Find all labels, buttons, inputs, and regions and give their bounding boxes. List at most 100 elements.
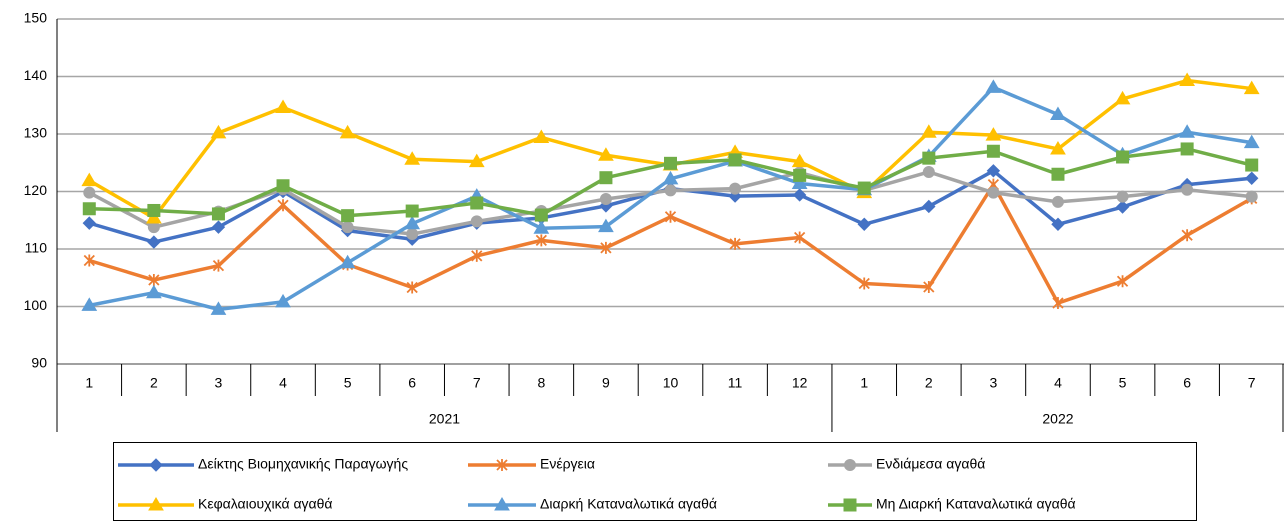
marker — [81, 172, 98, 187]
x-tick-label: 3 — [215, 375, 223, 391]
marker — [922, 165, 935, 178]
marker — [83, 254, 95, 267]
marker — [1180, 142, 1194, 156]
marker — [729, 237, 741, 250]
marker — [405, 204, 419, 218]
marker — [858, 277, 870, 290]
marker — [339, 124, 356, 139]
marker — [277, 199, 289, 212]
x-tick-label: 5 — [1119, 375, 1127, 391]
x-tick-label: 3 — [989, 375, 997, 391]
marker — [923, 280, 935, 293]
marker — [598, 218, 614, 233]
y-tick-label: 140 — [24, 67, 48, 83]
marker — [598, 147, 614, 161]
marker — [1116, 150, 1130, 164]
legend-label: Ενέργεια — [540, 456, 595, 472]
marker — [791, 153, 808, 168]
marker — [1181, 183, 1194, 196]
marker — [985, 127, 1002, 141]
marker — [211, 220, 226, 234]
x-tick-label: 2 — [925, 375, 933, 391]
marker — [212, 259, 225, 272]
marker — [793, 168, 807, 182]
marker — [729, 182, 742, 195]
marker — [1050, 106, 1066, 120]
marker — [1052, 297, 1064, 310]
marker — [986, 144, 1000, 158]
y-tick-label: 100 — [24, 297, 48, 313]
x-tick-label: 5 — [344, 375, 352, 391]
y-tick-label: 150 — [24, 10, 48, 26]
marker — [82, 202, 96, 216]
marker — [1115, 200, 1130, 214]
x-tick-label: 6 — [408, 375, 416, 391]
marker — [1116, 275, 1129, 288]
x-tick-label: 1 — [85, 375, 93, 391]
marker — [1243, 80, 1260, 95]
marker — [404, 151, 421, 165]
marker — [404, 215, 421, 230]
y-tick-label: 90 — [31, 355, 47, 371]
marker — [986, 164, 1001, 178]
marker — [599, 192, 612, 205]
marker — [276, 179, 290, 193]
marker — [147, 203, 161, 217]
marker — [210, 301, 227, 315]
marker — [844, 459, 856, 471]
marker — [339, 254, 356, 269]
marker — [470, 215, 483, 228]
marker — [470, 196, 484, 210]
legend-label: Ενδιάμεσα αγαθά — [876, 456, 985, 472]
marker — [662, 170, 679, 185]
marker — [341, 221, 354, 234]
marker — [857, 181, 871, 195]
marker — [494, 497, 510, 511]
marker — [794, 231, 806, 244]
legend-label: Μη Διαρκή Καταναλωτικά αγαθά — [876, 496, 1076, 512]
marker — [922, 199, 936, 214]
marker — [1051, 167, 1065, 181]
marker — [599, 171, 613, 185]
marker — [149, 458, 163, 472]
x-tick-label: 1 — [860, 375, 868, 391]
marker — [1050, 140, 1066, 155]
marker — [1243, 134, 1260, 149]
marker — [1179, 124, 1196, 138]
x-tick-label: 7 — [1248, 375, 1256, 391]
legend-label: Δείκτης Βιομηχανικής Παραγωγής — [198, 456, 408, 472]
x-tick-label: 12 — [792, 375, 808, 391]
x-tick-label: 4 — [279, 375, 287, 391]
marker — [664, 210, 677, 223]
x-group-label: 2022 — [1042, 411, 1073, 427]
marker — [987, 186, 1000, 199]
y-tick-label: 110 — [25, 240, 48, 256]
marker — [341, 209, 355, 223]
x-tick-label: 4 — [1054, 375, 1062, 391]
marker — [406, 281, 418, 294]
x-tick-label: 11 — [728, 375, 743, 391]
x-tick-label: 9 — [602, 375, 610, 391]
x-tick-label: 6 — [1183, 375, 1191, 391]
marker — [147, 235, 161, 249]
series — [81, 79, 1260, 315]
legend-box — [113, 442, 1197, 521]
marker — [82, 216, 96, 230]
marker — [1245, 190, 1258, 203]
marker — [600, 241, 612, 254]
marker — [210, 124, 227, 139]
x-tick-label: 8 — [537, 375, 545, 391]
marker — [468, 153, 485, 168]
marker — [1179, 72, 1196, 87]
marker — [1245, 171, 1259, 185]
x-group-label: 2021 — [429, 411, 460, 427]
marker — [728, 153, 742, 167]
marker — [533, 129, 550, 143]
series — [82, 142, 1259, 223]
marker — [535, 234, 547, 247]
marker — [922, 151, 936, 165]
marker — [1245, 158, 1259, 172]
marker — [843, 498, 857, 512]
marker — [534, 208, 548, 222]
